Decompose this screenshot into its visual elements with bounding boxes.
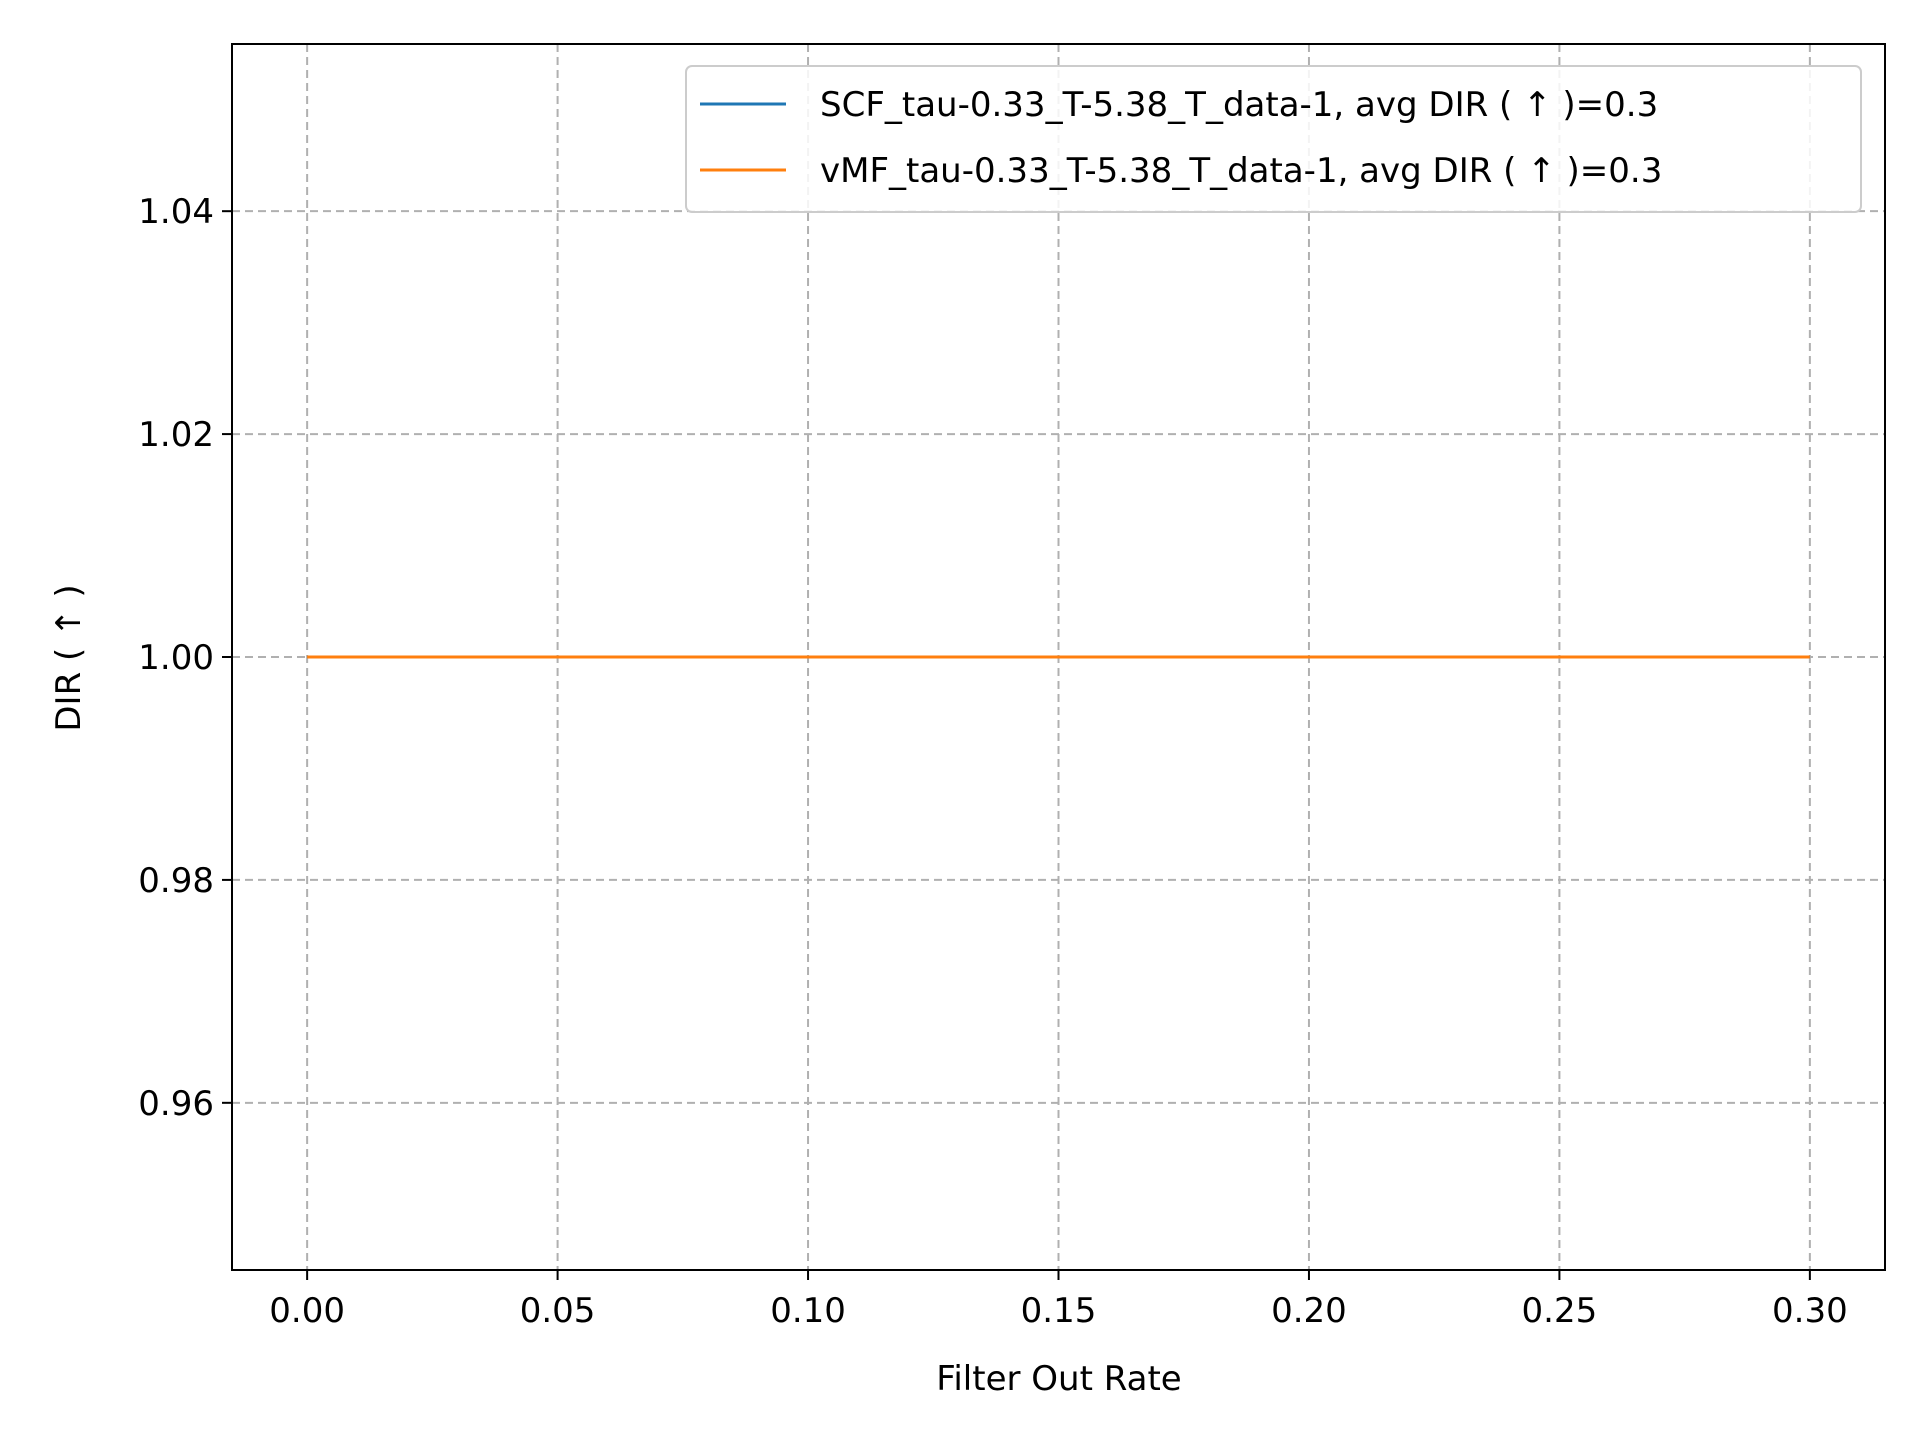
y-axis-label: DIR ( ↑ ) xyxy=(49,584,89,731)
y-tick-label: 1.04 xyxy=(138,192,214,232)
x-tick-label: 0.10 xyxy=(770,1291,846,1331)
legend-label-vmf: vMF_tau-0.33_T-5.38_T_data-1, avg DIR ( … xyxy=(820,151,1662,191)
x-tick-label: 0.00 xyxy=(269,1291,345,1331)
x-tick-label: 0.15 xyxy=(1021,1291,1097,1331)
x-axis: 0.00 0.05 0.10 0.15 0.20 0.25 0.30 xyxy=(269,1270,1848,1331)
legend-label-scf: SCF_tau-0.33_T-5.38_T_data-1, avg DIR ( … xyxy=(820,85,1658,125)
y-tick-label: 1.00 xyxy=(138,638,214,678)
x-tick-label: 0.25 xyxy=(1522,1291,1598,1331)
y-tick-label: 1.02 xyxy=(138,415,214,455)
y-axis: 0.96 0.98 1.00 1.02 1.04 xyxy=(138,192,232,1124)
x-tick-label: 0.30 xyxy=(1772,1291,1848,1331)
y-tick-label: 0.98 xyxy=(138,861,214,901)
legend-box xyxy=(685,65,1862,213)
x-tick-label: 0.20 xyxy=(1271,1291,1347,1331)
x-axis-label: Filter Out Rate xyxy=(936,1359,1181,1399)
x-tick-label: 0.05 xyxy=(520,1291,596,1331)
y-tick-label: 0.96 xyxy=(138,1084,214,1124)
legend: SCF_tau-0.33_T-5.38_T_data-1, avg DIR ( … xyxy=(685,65,1862,213)
